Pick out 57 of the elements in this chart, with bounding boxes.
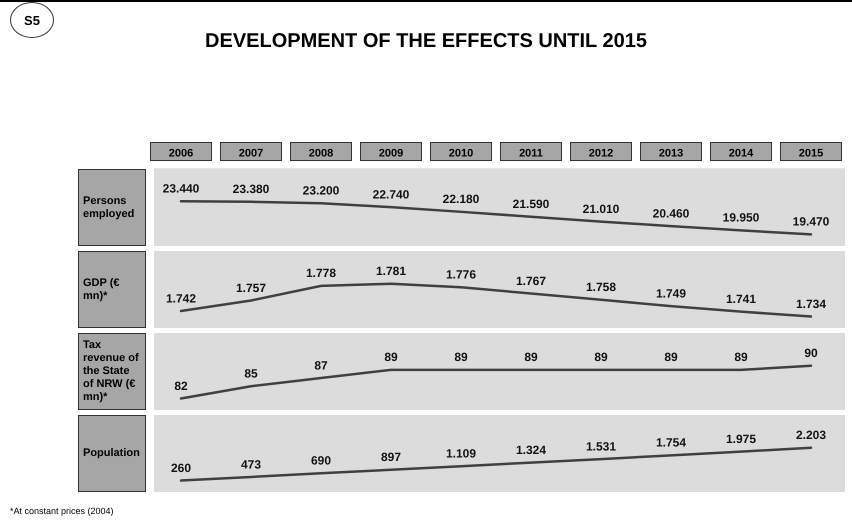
data-label: 89 [664, 350, 678, 364]
data-label: 473 [240, 457, 262, 472]
data-label: 1.781 [376, 264, 406, 278]
x-tick-label: 2006 [168, 148, 194, 160]
y-axis-title: GDP (€ mn)* [78, 251, 146, 328]
data-label: 1.531 [586, 439, 616, 454]
data-label: 1.734 [796, 296, 826, 311]
data-label: 1.741 [726, 292, 756, 306]
data-label: 897 [380, 450, 402, 464]
data-label: 21.590 [512, 197, 550, 212]
data-label: 1.767 [516, 274, 546, 288]
chart-title: DEVELOPMENT OF THE EFFECTS UNTIL 2015 [204, 30, 648, 53]
x-tick-label: 2008 [308, 148, 334, 160]
x-tick-label: 2012 [588, 148, 614, 160]
x-tick-label: 2013 [658, 148, 684, 160]
data-label: 89 [524, 350, 538, 364]
x-tick-label: 2009 [378, 148, 404, 160]
data-label: 1.758 [586, 280, 616, 294]
data-label: 2.203 [796, 428, 826, 442]
data-label: 21.010 [582, 202, 620, 216]
data-label: 90 [804, 346, 818, 360]
x-tick-label: 2015 [798, 148, 824, 160]
data-label: 690 [310, 454, 332, 468]
data-label: 22.180 [442, 192, 480, 206]
data-label: 1.778 [306, 266, 336, 280]
x-tick-label: 2007 [238, 148, 264, 160]
data-label: 20.460 [652, 206, 690, 220]
data-label: 1.757 [236, 280, 266, 295]
data-label: 1.754 [656, 436, 686, 450]
y-axis-title: Tax revenue of the State of NRW (€ mn)* [78, 333, 146, 410]
text: S5 [10, 2, 54, 38]
data-label: 89 [454, 350, 468, 364]
data-label: 89 [384, 350, 398, 364]
data-label: 23.200 [302, 184, 340, 198]
x-tick-label: 2010 [448, 148, 474, 160]
x-tick-label: 2011 [519, 148, 543, 160]
data-label: 19.950 [722, 210, 760, 225]
data-label: 89 [594, 350, 608, 364]
data-label: 1.749 [656, 286, 686, 300]
data-label: 82 [174, 378, 188, 393]
data-label: 22.740 [372, 187, 410, 202]
data-label: 19.470 [792, 214, 830, 229]
data-label: 23.440 [162, 182, 200, 196]
text: *At constant prices (2004) [10, 506, 114, 516]
data-label: 1.776 [446, 268, 476, 282]
data-label: 89 [734, 350, 748, 364]
data-label: 1.975 [726, 432, 756, 446]
data-label: 1.109 [446, 446, 476, 461]
data-label: 85 [244, 366, 258, 381]
data-label: 1.742 [166, 291, 196, 306]
data-label: 260 [170, 460, 192, 475]
data-label: 1.324 [516, 442, 546, 457]
data-label: 87 [314, 358, 328, 372]
y-axis-title: Persons employed [78, 169, 146, 246]
y-axis-title: Population [78, 415, 146, 492]
x-tick-label: 2014 [728, 148, 754, 160]
data-label: 23.380 [232, 182, 270, 196]
